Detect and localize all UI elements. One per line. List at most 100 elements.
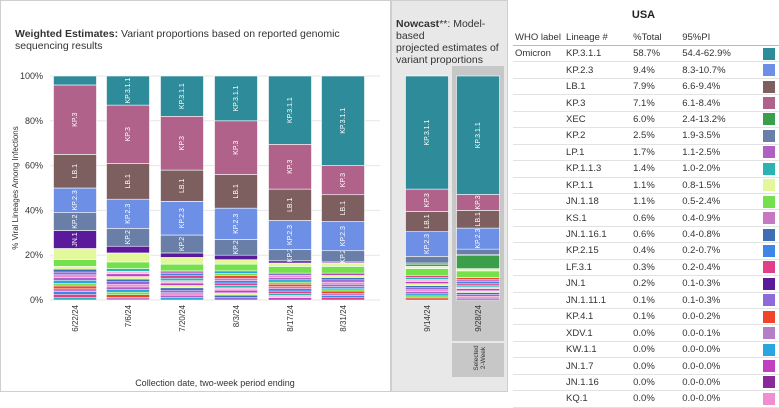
lineage-color-swatch	[763, 344, 775, 356]
bar-label-kp-2-3: KP.2.3	[179, 208, 186, 228]
bar-segment-other	[269, 275, 312, 277]
header-who-label: WHO label	[513, 30, 564, 46]
cell-pi: 6.6-9.4%	[680, 78, 761, 94]
cell-who-label	[513, 95, 564, 111]
cell-who-label	[513, 341, 564, 357]
x-axis-label: Collection date, two-week period ending	[135, 378, 295, 388]
bar-segment-other	[107, 279, 150, 282]
cell-total: 9.4%	[631, 62, 680, 78]
bar-segment-other	[406, 294, 449, 296]
x-tick-label: 9/14/24	[423, 304, 432, 331]
lineage-color-swatch	[763, 229, 775, 241]
lineage-color-swatch	[763, 327, 775, 339]
bar-segment-jn-1	[107, 246, 150, 253]
cell-lineage: KP.3.1.1	[564, 46, 631, 62]
cell-pi: 0.1-0.3%	[680, 292, 761, 308]
cell-pi: 54.4-62.9%	[680, 46, 761, 62]
x-tick-label: 8/3/24	[232, 304, 241, 327]
bar-label-kp-3: KP.3	[72, 112, 79, 126]
lineage-color-swatch	[763, 64, 775, 76]
cell-who-label	[513, 226, 564, 242]
bar-segment-kp-1-1	[215, 260, 258, 264]
bar-segment-other	[322, 273, 365, 275]
bar-segment-other	[406, 292, 449, 294]
bar-label-kp-2-3: KP.2.3	[340, 226, 347, 246]
bar-label-lb-1: LB.1	[475, 212, 482, 227]
header-lineage: Lineage #	[564, 30, 631, 46]
bar-label-kp-3-1-1: KP.3.1.1	[424, 119, 431, 145]
lineage-color-swatch	[763, 261, 775, 273]
cell-total: 6.0%	[631, 111, 680, 127]
bar-segment-other	[54, 283, 97, 286]
lineage-color-swatch	[763, 113, 775, 125]
cell-lineage: KP.2.3	[564, 62, 631, 78]
cell-who-label	[513, 391, 564, 407]
cell-who-label	[513, 374, 564, 390]
bar-label-kp-2-3: KP.2.3	[287, 225, 294, 245]
bar-segment-other	[54, 266, 97, 269]
cell-lineage: XDV.1	[564, 325, 631, 341]
bar-segment-other	[406, 277, 449, 279]
cell-lineage: LF.3.1	[564, 259, 631, 275]
cell-color	[761, 259, 779, 275]
bar-segment-other	[161, 293, 204, 295]
lineage-color-swatch	[763, 179, 775, 191]
bar-segment-other	[107, 292, 150, 295]
bar-label-jn-1: JN.1	[72, 232, 79, 247]
cell-who-label	[513, 358, 564, 374]
bar-label-kp-2: KP.2	[179, 237, 186, 251]
cell-pi: 0.1-0.3%	[680, 276, 761, 292]
bar-segment-kp-1-1	[54, 248, 97, 259]
bar-segment-other	[406, 298, 449, 300]
y-tick-label: 40%	[25, 205, 43, 215]
lineage-color-swatch	[763, 81, 775, 93]
cell-who-label	[513, 309, 564, 325]
bar-segment-other	[406, 284, 449, 286]
cell-pi: 1.1-2.5%	[680, 144, 761, 160]
cell-total: 0.0%	[631, 391, 680, 407]
bar-segment-other	[406, 296, 449, 298]
cell-total: 0.0%	[631, 341, 680, 357]
cell-lineage: JN.1.18	[564, 193, 631, 209]
bar-segment-other	[322, 289, 365, 291]
bar-segment-other	[322, 287, 365, 289]
cell-lineage: JN.1.16	[564, 374, 631, 390]
bar-segment-xec	[457, 255, 500, 268]
bar-segment-other	[107, 297, 150, 300]
cell-total: 1.7%	[631, 144, 680, 160]
bar-label-kp-2-3: KP.2.3	[233, 214, 240, 234]
cell-color	[761, 226, 779, 242]
bar-segment-other	[54, 292, 97, 295]
bar-segment-other	[161, 290, 204, 292]
cell-pi: 0.0-0.0%	[680, 358, 761, 374]
bar-segment-other	[161, 298, 204, 300]
bar-segment-other	[269, 287, 312, 289]
cell-lineage: LP.1	[564, 144, 631, 160]
cell-lineage: KP.4.1	[564, 309, 631, 325]
bar-label-lb-1: LB.1	[340, 201, 347, 216]
bar-label-lb-1: LB.1	[424, 214, 431, 229]
bar-label-kp-2: KP.2	[233, 240, 240, 254]
lineage-table: WHO label Lineage # %Total 95%PI Omicron…	[513, 30, 779, 408]
bar-segment-other	[161, 288, 204, 290]
lineage-color-swatch	[763, 97, 775, 109]
cell-who-label	[513, 243, 564, 259]
bar-segment-other	[457, 279, 500, 281]
bar-segment-other	[107, 269, 150, 272]
cell-pi: 0.0-0.0%	[680, 391, 761, 407]
bar-segment-other	[107, 295, 150, 298]
cell-pi: 2.4-13.2%	[680, 111, 761, 127]
bar-segment-other	[215, 288, 258, 290]
bar-segment-other	[54, 286, 97, 289]
cell-color	[761, 276, 779, 292]
bar-segment-other	[457, 294, 500, 296]
cell-pi: 0.5-2.4%	[680, 193, 761, 209]
bar-segment-other	[269, 296, 312, 298]
bar-segment-jn-1	[215, 255, 258, 259]
bar-segment-other	[161, 295, 204, 297]
y-tick-label: 80%	[25, 116, 43, 126]
